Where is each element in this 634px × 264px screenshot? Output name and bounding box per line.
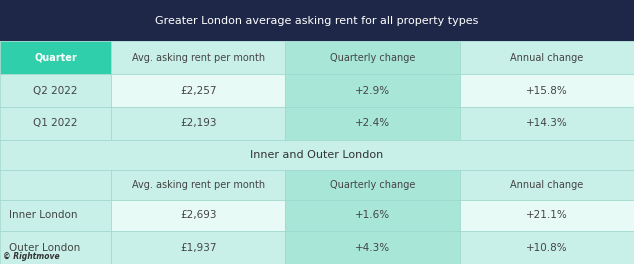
Text: Annual change: Annual change bbox=[510, 53, 583, 63]
Text: Quarter: Quarter bbox=[34, 53, 77, 63]
Bar bbox=[111, 107, 285, 140]
Text: +4.3%: +4.3% bbox=[355, 243, 390, 253]
Text: Inner London: Inner London bbox=[9, 210, 77, 220]
Bar bbox=[0, 231, 111, 264]
Text: Quarterly change: Quarterly change bbox=[330, 53, 415, 63]
Text: Q2 2022: Q2 2022 bbox=[33, 86, 78, 96]
Text: +2.9%: +2.9% bbox=[355, 86, 390, 96]
Bar bbox=[111, 170, 285, 200]
Bar bbox=[285, 107, 460, 140]
Bar bbox=[0, 41, 111, 74]
Bar bbox=[460, 41, 634, 74]
Text: +1.6%: +1.6% bbox=[355, 210, 390, 220]
Text: Avg. asking rent per month: Avg. asking rent per month bbox=[132, 53, 264, 63]
Bar bbox=[460, 74, 634, 107]
Bar bbox=[0, 170, 111, 200]
Text: Q1 2022: Q1 2022 bbox=[33, 119, 78, 129]
Text: +14.3%: +14.3% bbox=[526, 119, 567, 129]
Bar bbox=[285, 74, 460, 107]
Text: Avg. asking rent per month: Avg. asking rent per month bbox=[132, 180, 264, 190]
Bar bbox=[111, 200, 285, 231]
Text: Outer London: Outer London bbox=[9, 243, 80, 253]
Text: £2,257: £2,257 bbox=[180, 86, 216, 96]
Text: +10.8%: +10.8% bbox=[526, 243, 567, 253]
Bar bbox=[0, 107, 111, 140]
Text: © Rightmove: © Rightmove bbox=[3, 252, 60, 261]
Text: Quarterly change: Quarterly change bbox=[330, 180, 415, 190]
Bar bbox=[285, 200, 460, 231]
Bar bbox=[0, 74, 111, 107]
Text: +2.4%: +2.4% bbox=[355, 119, 390, 129]
Bar bbox=[0, 0, 634, 41]
Bar bbox=[460, 107, 634, 140]
Text: +21.1%: +21.1% bbox=[526, 210, 567, 220]
Bar bbox=[460, 170, 634, 200]
Text: £1,937: £1,937 bbox=[180, 243, 216, 253]
Text: £2,693: £2,693 bbox=[180, 210, 216, 220]
Bar bbox=[285, 231, 460, 264]
Text: Annual change: Annual change bbox=[510, 180, 583, 190]
Text: £2,193: £2,193 bbox=[180, 119, 216, 129]
Bar bbox=[285, 41, 460, 74]
Bar bbox=[460, 231, 634, 264]
Text: +15.8%: +15.8% bbox=[526, 86, 567, 96]
Text: Inner and Outer London: Inner and Outer London bbox=[250, 150, 384, 160]
Text: Greater London average asking rent for all property types: Greater London average asking rent for a… bbox=[155, 16, 479, 26]
Bar bbox=[285, 170, 460, 200]
Bar bbox=[111, 74, 285, 107]
Bar bbox=[111, 231, 285, 264]
Bar bbox=[111, 41, 285, 74]
Bar bbox=[0, 140, 634, 170]
Bar bbox=[460, 200, 634, 231]
Bar bbox=[0, 200, 111, 231]
